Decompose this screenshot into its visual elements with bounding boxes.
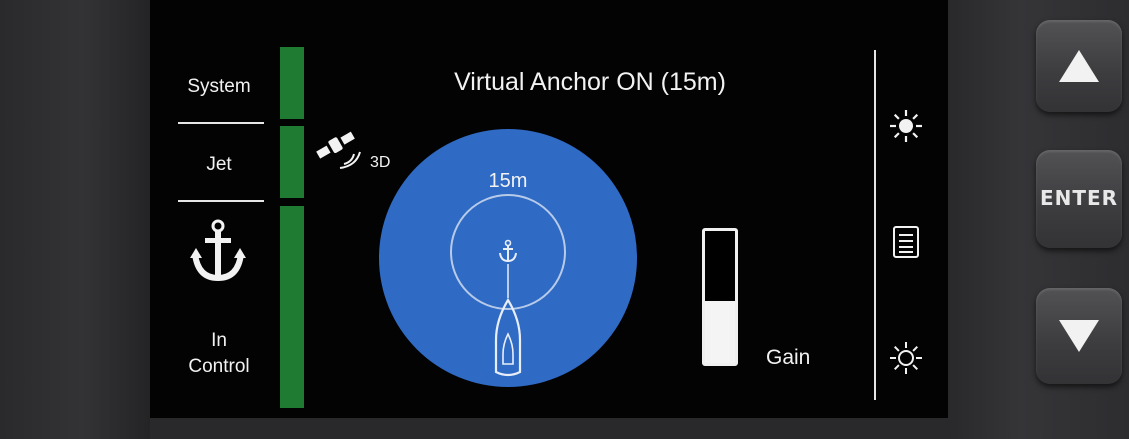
device-bezel-left [0,0,150,439]
anchor-point-icon [499,239,517,263]
status-line-in: In [211,330,227,351]
gps-fix-label: 3D [370,154,391,171]
up-button[interactable] [1036,20,1122,112]
brightness-down-icon[interactable] [888,340,924,376]
control-status-bar [280,206,304,408]
arrow-down-icon [1059,320,1099,352]
satellite-icon [316,131,361,169]
sidebar-divider [178,200,264,202]
system-label: System [187,76,251,97]
enter-label: ENTER [1039,186,1119,210]
down-button[interactable] [1036,288,1122,384]
gain-level-fill [705,300,735,363]
device-bezel-bottom [150,418,948,439]
jet-status-bar [280,126,304,198]
arrow-up-icon [1059,50,1099,82]
boat-icon [494,297,522,377]
page-title: Virtual Anchor ON (15m) [454,68,726,96]
display-screen: System Jet In Control Virtual Anchor ON … [150,0,948,418]
jet-label: Jet [206,154,232,175]
anchor-radius-ring [450,194,566,310]
gain-label: Gain [766,346,811,369]
radius-label: 15m [488,170,528,192]
anchor-radius-view [379,129,637,387]
status-line-control: Control [188,356,250,377]
anchor-icon [190,219,246,282]
brightness-up-icon[interactable] [888,108,924,144]
menu-icon[interactable] [888,224,924,260]
enter-button[interactable]: ENTER [1036,150,1122,248]
gain-meter [702,228,738,366]
sidebar-divider [178,122,264,124]
system-status-bar [280,47,304,119]
right-divider [874,50,876,400]
